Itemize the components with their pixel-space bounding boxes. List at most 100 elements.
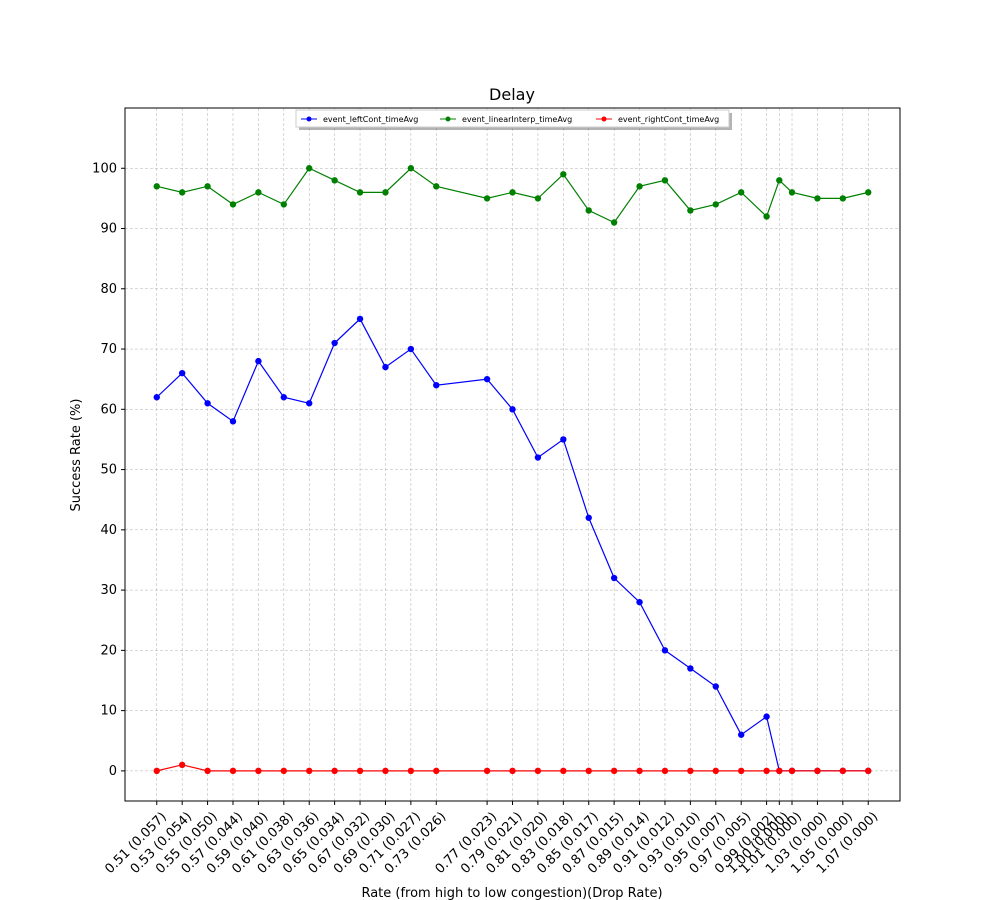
legend-box: [295, 109, 730, 128]
data-point: [560, 436, 567, 443]
data-point: [229, 767, 237, 775]
data-point: [407, 345, 415, 353]
legend-label: event_rightCont_timeAvg: [618, 115, 719, 124]
data-point: [509, 406, 516, 413]
y-tick-label: 50: [100, 463, 117, 478]
data-point: [610, 574, 618, 582]
data-point: [534, 767, 542, 775]
data-point: [331, 339, 338, 347]
chart-title: Delay: [489, 85, 535, 104]
legend-label: event_leftCont_timeAvg: [323, 115, 418, 124]
data-point: [255, 189, 262, 196]
data-point: [483, 195, 491, 202]
x-axis: 0.51 (0.057)0.53 (0.054)0.55 (0.050)0.57…: [102, 801, 881, 877]
y-tick-label: 70: [100, 342, 117, 357]
x-axis-title: Rate (from high to low congestion)(Drop …: [361, 886, 662, 900]
data-point: [560, 767, 567, 775]
data-point: [737, 767, 745, 775]
legend-swatch-marker: [601, 116, 607, 122]
data-point: [737, 731, 745, 738]
data-point: [661, 647, 669, 654]
data-point: [306, 165, 313, 172]
y-tick-label: 10: [100, 704, 117, 719]
data-point: [636, 183, 643, 190]
legend-swatch-marker: [445, 116, 451, 122]
data-point: [255, 357, 262, 365]
data-point: [382, 767, 389, 775]
data-point: [865, 767, 872, 775]
y-tick-label: 40: [100, 523, 117, 538]
data-point: [687, 665, 694, 672]
data-point: [839, 195, 847, 202]
data-point: [776, 177, 783, 184]
data-point: [814, 767, 821, 775]
data-point: [356, 189, 364, 196]
data-point: [483, 767, 491, 775]
data-point: [712, 201, 719, 208]
data-point: [382, 189, 389, 196]
data-point: [585, 767, 592, 775]
data-point: [636, 598, 643, 606]
data-point: [509, 189, 516, 196]
data-point: [585, 207, 592, 214]
data-point: [153, 767, 160, 775]
data-point: [178, 189, 186, 196]
data-point: [280, 201, 288, 208]
data-point: [712, 767, 719, 775]
data-point: [178, 369, 186, 377]
data-point: [433, 382, 440, 389]
data-point: [763, 767, 770, 775]
data-point: [687, 767, 694, 775]
legend-label: event_linearInterp_timeAvg: [462, 115, 572, 124]
data-point: [331, 767, 338, 775]
data-point: [433, 767, 440, 775]
data-point: [814, 195, 821, 202]
data-point: [687, 207, 694, 214]
data-point: [763, 713, 770, 720]
y-tick-label: 60: [100, 402, 117, 417]
data-point: [661, 177, 669, 184]
data-point: [712, 683, 719, 690]
data-point: [839, 767, 847, 775]
grid: [125, 108, 900, 801]
y-tick-label: 90: [100, 222, 117, 237]
data-point: [610, 219, 618, 226]
data-point: [229, 418, 237, 425]
data-point: [776, 767, 783, 775]
data-point: [585, 514, 592, 521]
data-point: [560, 171, 567, 178]
data-point: [433, 183, 440, 190]
y-axis-title: Success Rate (%): [69, 399, 84, 512]
data-point: [407, 767, 415, 775]
data-point: [153, 394, 160, 401]
data-point: [356, 315, 364, 323]
y-tick-label: 0: [109, 764, 117, 779]
data-point: [229, 201, 237, 208]
data-point: [483, 375, 491, 383]
data-point: [255, 767, 262, 775]
data-point: [610, 767, 618, 775]
series-layer: [153, 165, 872, 775]
data-point: [788, 189, 796, 196]
legend-swatch-marker: [306, 116, 312, 122]
y-tick-label: 20: [100, 643, 117, 658]
data-point: [204, 767, 211, 775]
data-point: [763, 213, 770, 220]
data-point: [407, 165, 415, 172]
y-axis: 0 10 20 30 40 50 60 70 80 90 100: [92, 161, 125, 779]
data-point: [306, 400, 313, 407]
data-point: [153, 183, 160, 190]
data-point: [356, 767, 364, 775]
data-point: [382, 363, 389, 371]
data-point: [788, 767, 796, 775]
data-point: [280, 394, 288, 401]
data-point: [534, 454, 542, 461]
y-tick-label: 30: [100, 583, 117, 598]
data-point: [737, 189, 745, 196]
data-point: [331, 177, 338, 184]
data-point: [636, 767, 643, 775]
legend: event_leftCont_timeAvg event_linearInterp…: [295, 109, 732, 130]
data-point: [509, 767, 516, 775]
data-point: [865, 189, 872, 196]
